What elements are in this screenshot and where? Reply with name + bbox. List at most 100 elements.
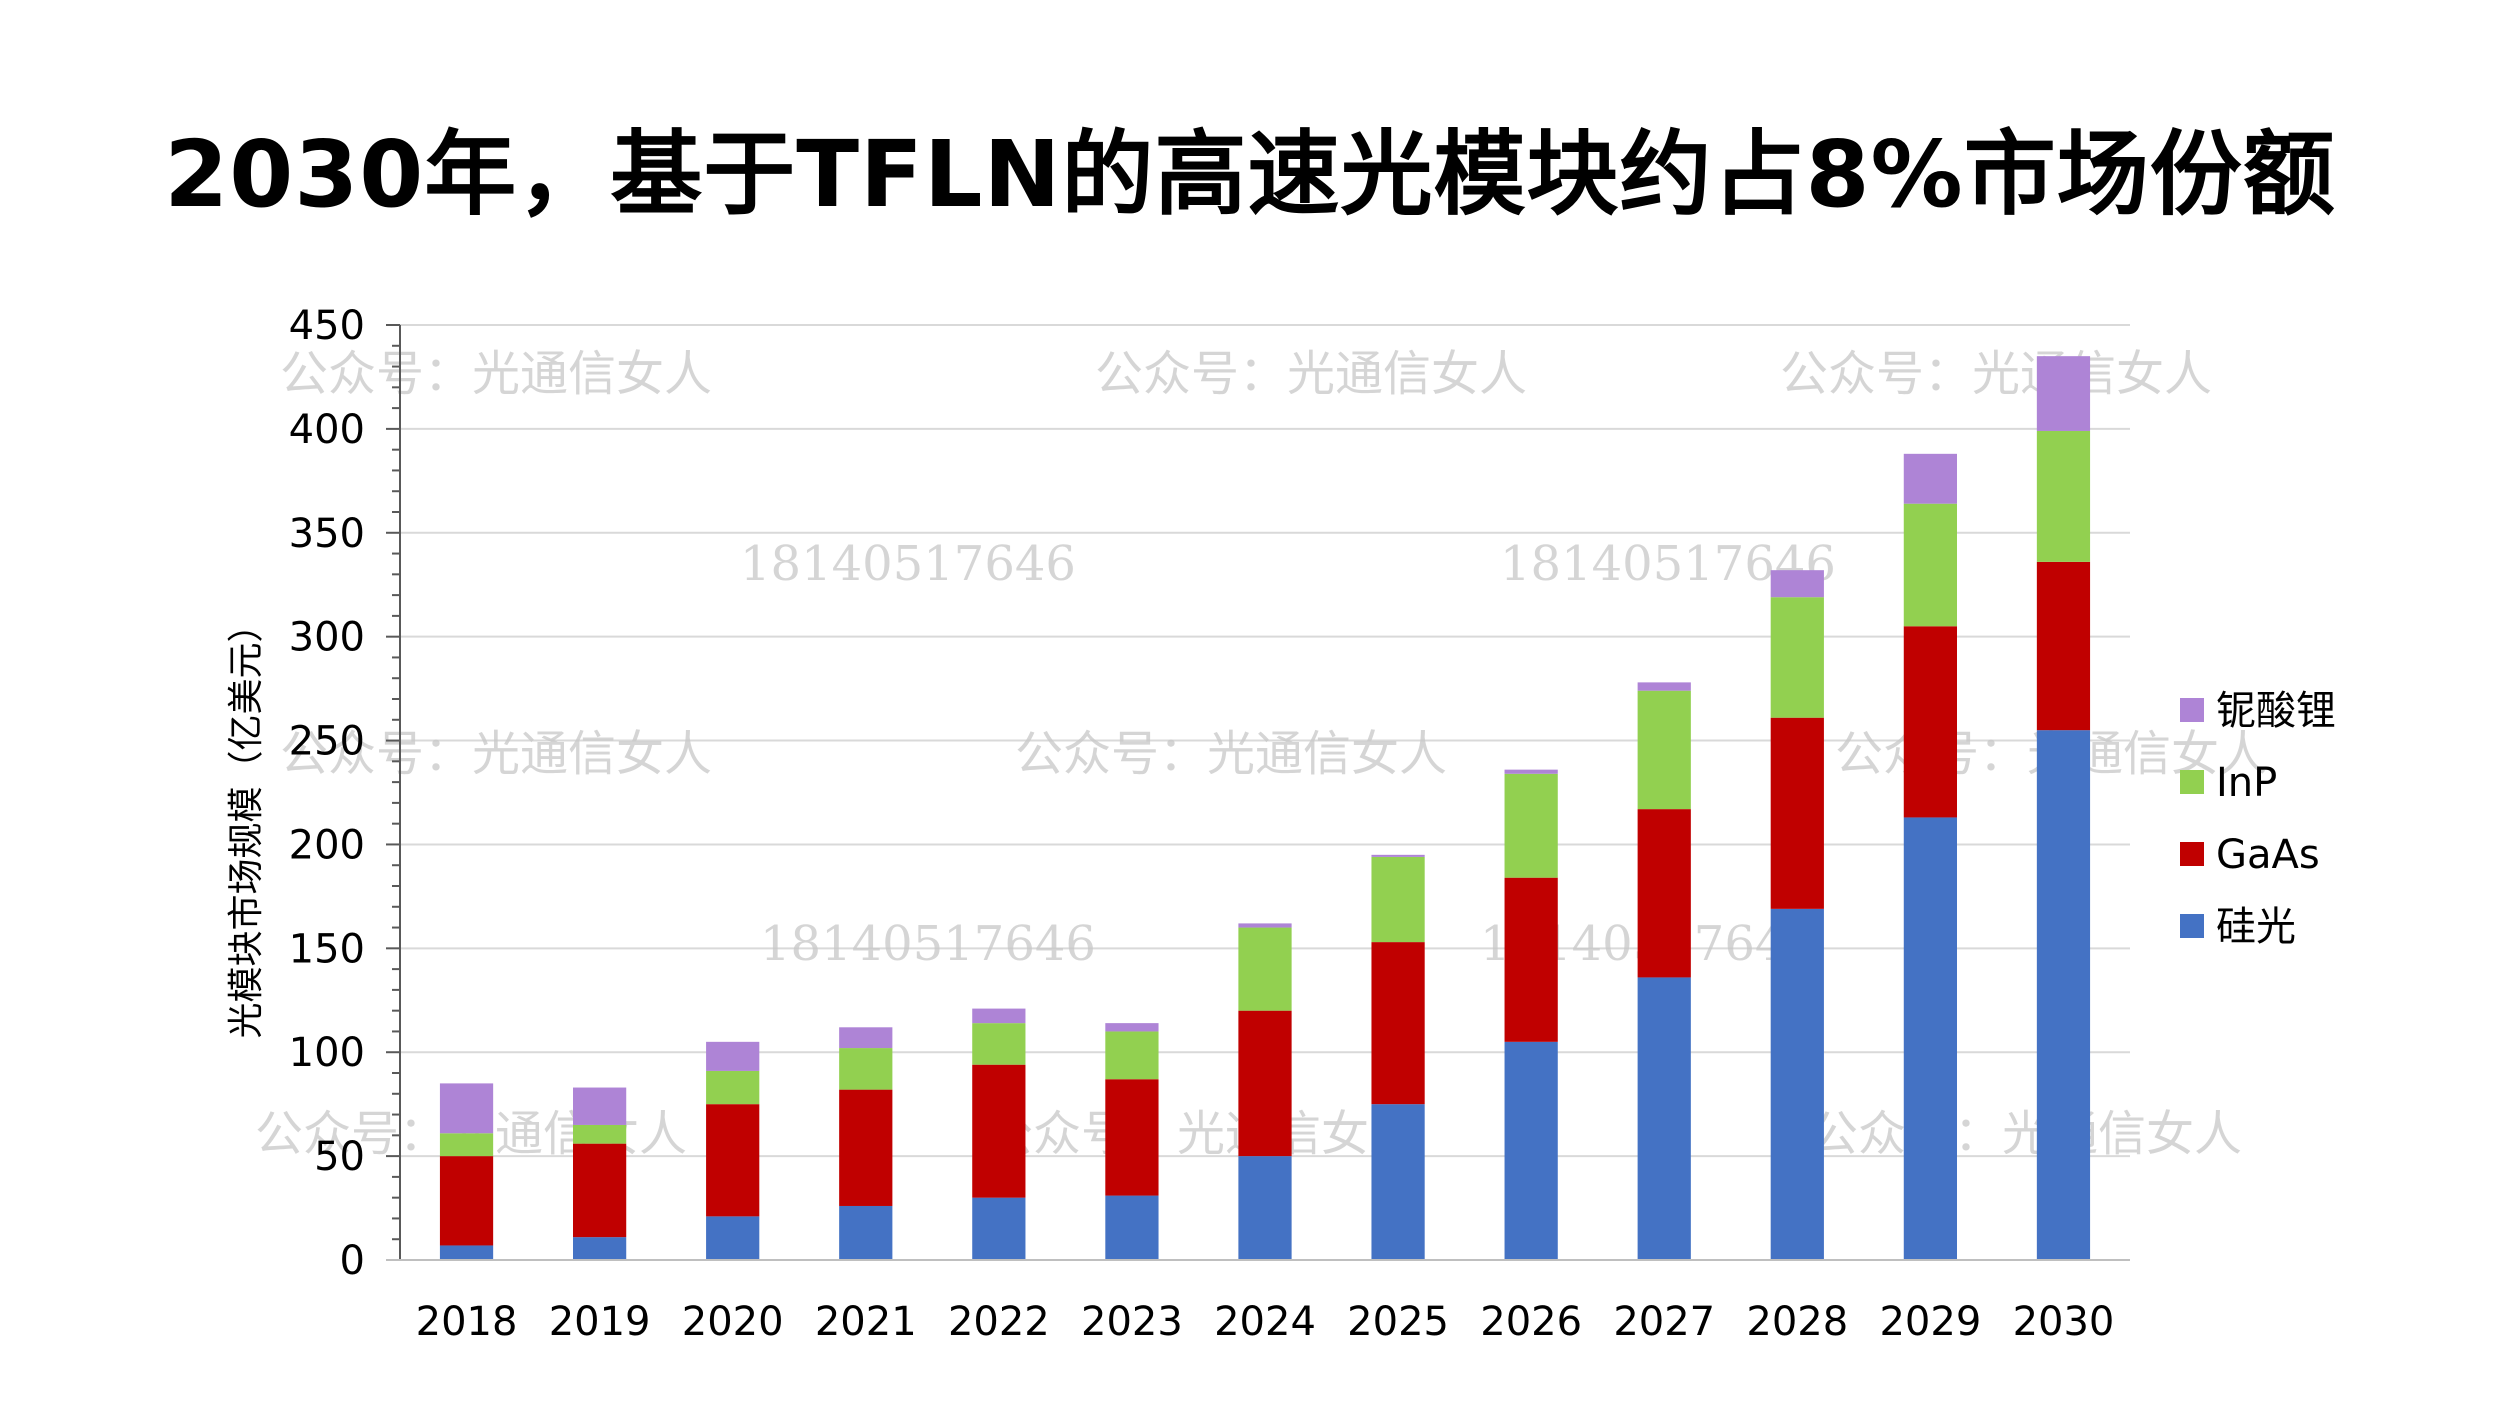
legend-swatch [2180,914,2204,938]
legend-swatch [2180,698,2204,722]
bar-segment [1371,856,1425,943]
bar-segment [972,1064,1026,1198]
bar-segment [1105,1023,1159,1032]
bar-segment [1770,597,1824,718]
y-tick-label: 150 [289,926,365,972]
y-tick-label: 400 [289,407,365,453]
bar-segment [1903,503,1957,627]
legend-swatch [2180,770,2204,794]
bar-segment [1371,942,1425,1105]
x-tick-label: 2027 [1613,1299,1715,1345]
bar-segment [1637,682,1691,691]
bar-segment [1504,877,1558,1042]
x-tick-label: 2030 [2013,1299,2115,1345]
bar-segment [1903,453,1957,504]
bar-segment [1504,773,1558,878]
x-tick-label: 2019 [549,1299,651,1345]
watermark-text: 公众号：光通信女人 [280,346,712,402]
watermark-text: 公众号：光通信女人 [1810,1106,2242,1162]
bar-segment [439,1156,494,1246]
bar-segment [1637,690,1691,810]
y-tick-label: 450 [289,303,365,349]
y-tick-label: 350 [289,511,365,557]
watermark-text: 公众号：光通信女人 [985,1106,1417,1162]
bar-segment [1903,626,1957,818]
watermark-text: 18140517646 [740,536,1076,592]
watermark-text: 18140517646 [760,916,1096,972]
bar-segment [1770,570,1824,598]
y-axis-title: 光模块市场规模（亿美元） [226,606,267,1038]
x-tick-label: 2022 [948,1299,1050,1345]
bar-segment [2036,730,2091,1260]
legend-swatch [2180,842,2204,866]
bar-segment [573,1124,627,1144]
bar-segment [839,1205,893,1260]
bar-segment [839,1048,893,1090]
y-tick-label: 0 [340,1238,365,1284]
y-tick-label: 50 [314,1134,365,1180]
x-tick-label: 2020 [682,1299,784,1345]
bar-segment [706,1216,760,1260]
bars [439,356,2091,1260]
bar-segment [1105,1079,1159,1196]
x-tick-label: 2018 [416,1299,518,1345]
bar-segment [1238,927,1292,1011]
bar-segment [439,1133,494,1157]
watermark-text: 公众号：光通信女人 [1015,726,1447,782]
watermark-text: 公众号：光通信女人 [280,726,712,782]
bar-segment [1371,854,1425,857]
watermark-text: 公众号：光通信女人 [1780,346,2212,402]
x-tick-label: 2026 [1480,1299,1582,1345]
bar-segment [1770,908,1824,1260]
bar-segment [1504,769,1558,774]
x-tick-label: 2024 [1214,1299,1316,1345]
bar-segment [1637,977,1691,1260]
bar-segment [439,1245,494,1260]
bar-segment [573,1237,627,1260]
bar-segment [439,1083,494,1134]
bar-segment [1238,1010,1292,1157]
y-tick-label: 300 [289,615,365,661]
bar-segment [2036,430,2091,562]
legend-label: GaAs [2216,832,2320,878]
legend-label: 硅光 [2216,904,2296,950]
bar-segment [1238,923,1292,928]
bar-segment [2036,356,2091,431]
bar-segment [1770,717,1824,909]
bar-segment [972,1197,1026,1260]
watermark-text: 公众号：光通信女人 [1095,346,1527,402]
bar-segment [1637,809,1691,978]
bar-segment [573,1087,627,1125]
axes: 0 50 100 150 200 250 300 350 400 450 光模块市场规模（亿美元） 2… [226,303,2130,1345]
bar-segment [1371,1104,1425,1260]
bar-segment [706,1041,760,1071]
legend: 铌酸锂 InP GaAs 硅光 [2180,688,2336,950]
x-tick-label: 2025 [1347,1299,1449,1345]
y-tick-label: 100 [289,1030,365,1076]
x-tick-label: 2029 [1879,1299,1981,1345]
bar-segment [1105,1195,1159,1260]
bar-segment [706,1104,760,1217]
bar-segment [706,1070,760,1105]
bar-segment [1903,817,1957,1260]
x-tick-label: 2021 [815,1299,917,1345]
bar-segment [839,1089,893,1206]
x-tick-label: 2023 [1081,1299,1183,1345]
bar-segment [839,1027,893,1049]
x-tick-label: 2028 [1746,1299,1848,1345]
bar-segment [1504,1041,1558,1260]
y-tick-label: 250 [289,719,365,765]
page-title: 2030年，基于TFLN的高速光模块约占8%市场份额 [164,121,2336,228]
bar-segment [972,1008,1026,1024]
legend-label: 铌酸锂 [2216,688,2336,734]
y-tick-label: 200 [289,822,365,868]
bar-segment [1105,1031,1159,1080]
bar-segment [2036,561,2091,731]
bar-segment [972,1023,1026,1065]
bar-segment [1238,1156,1292,1260]
legend-label: InP [2216,760,2277,806]
bar-segment [573,1143,627,1238]
